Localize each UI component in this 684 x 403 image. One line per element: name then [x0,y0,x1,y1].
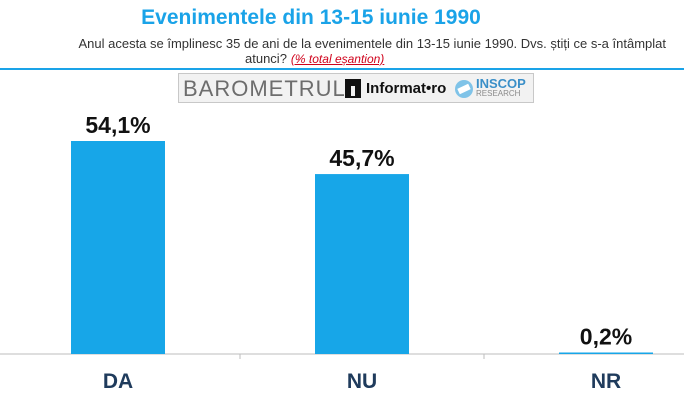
category-label-nu: NU [347,370,377,393]
chart-title: Evenimentele din 13-15 iunie 1990 [141,6,481,29]
inscop-logo: INSCOP [476,76,526,91]
header-separator [0,68,684,70]
category-label-nr: NR [591,370,621,393]
category-label-da: DA [103,370,133,393]
informat-logo-icon [345,79,361,98]
question-line-2-text: atunci? [245,51,287,66]
inscop-research-label: RESEARCH [476,89,521,98]
data-label-nu: 45,7% [329,145,394,171]
informat-logo: Informat•ro [366,80,447,97]
sample-note: (% total eșantion) [290,52,385,66]
data-label-nr: 0,2% [580,324,632,350]
bar-nr [559,352,653,354]
question-line-1: Anul acesta se împlinesc 35 de ani de la… [78,36,666,51]
survey-question: Anul acesta se împlinesc 35 de ani de la… [24,36,672,67]
data-label-da: 54,1% [85,112,150,138]
question-line-2: atunci? (% total eșantion) [24,51,672,67]
sponsor-logo-banner: BAROMETRUL Informat•ro INSCOP RESEARCH [178,73,534,103]
bar-da [71,141,165,354]
inscop-logo-icon [455,80,473,98]
bar-nu [315,174,409,354]
barometrul-logo: BAROMETRUL [183,76,346,101]
